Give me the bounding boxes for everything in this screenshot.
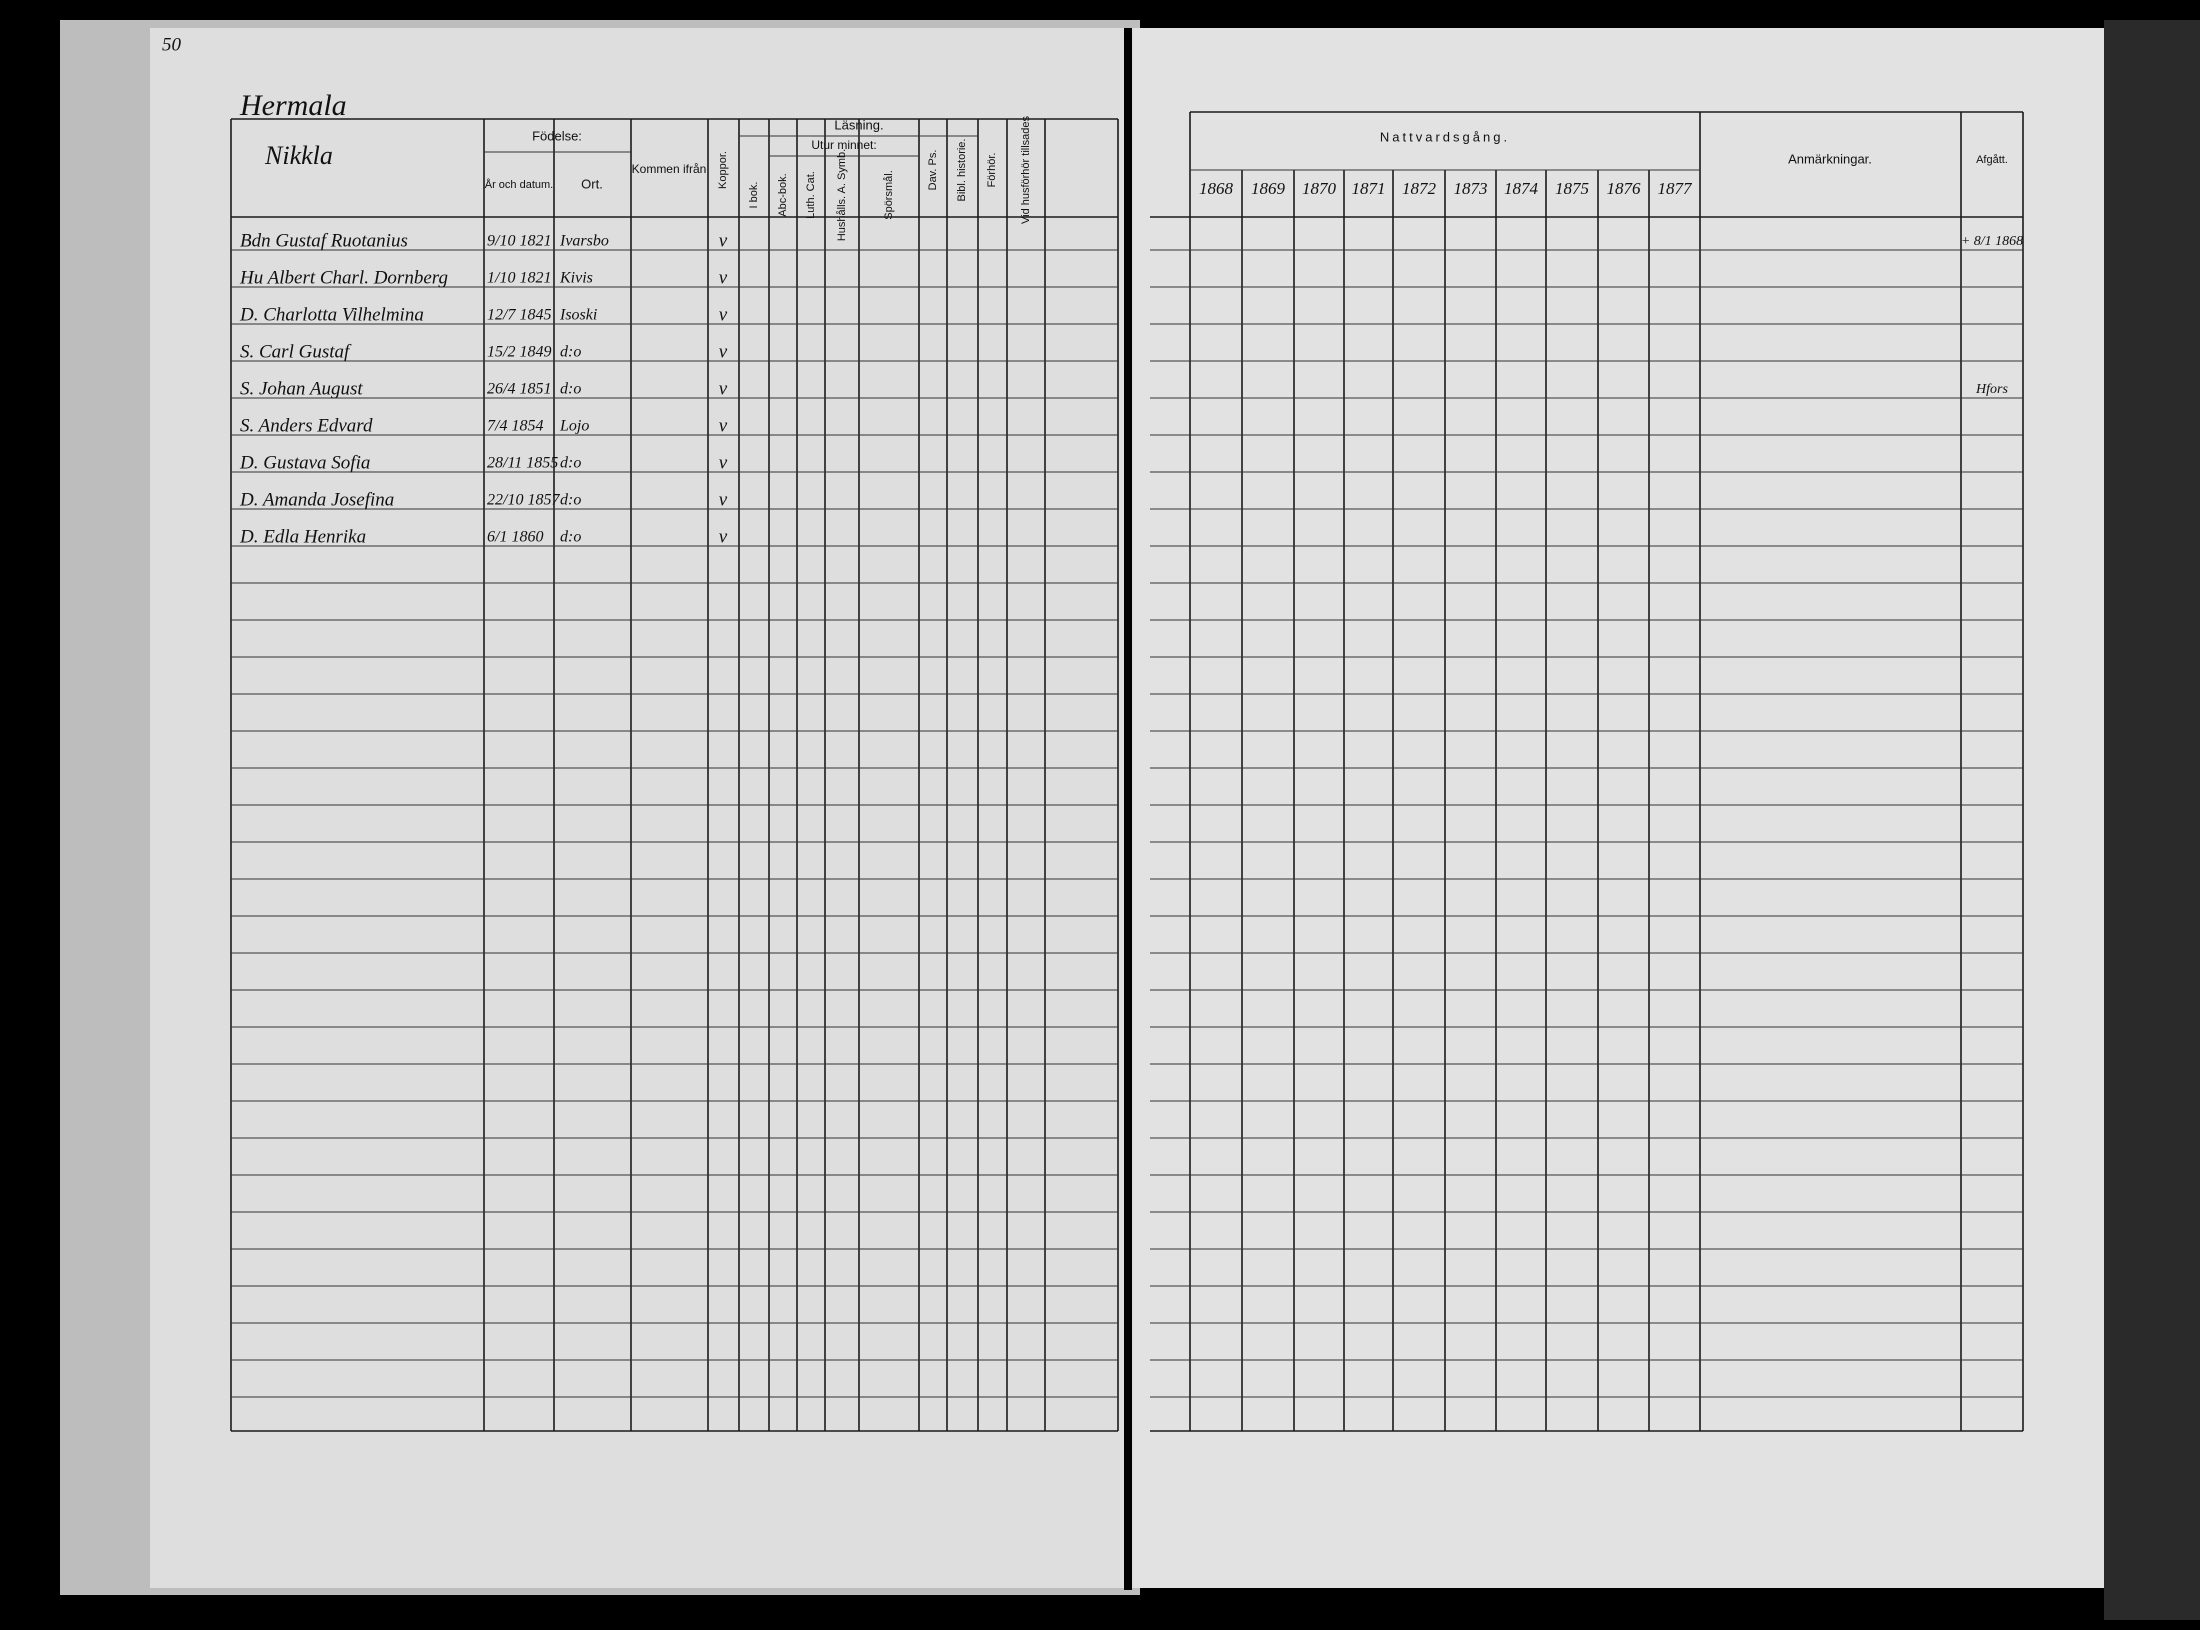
person-name: S. Carl Gustaf xyxy=(240,341,352,362)
header: År och datum. xyxy=(485,178,553,191)
subtitle: Nikkla xyxy=(264,141,333,170)
header: Vid husförhör tillsades xyxy=(1020,115,1032,224)
birth-place: d:o xyxy=(560,529,581,546)
header: Luth. Cat. xyxy=(805,171,817,219)
header: Kommen ifrån xyxy=(632,162,707,176)
year-header: 1873 xyxy=(1454,179,1488,198)
header: Bibl. historie. xyxy=(956,139,968,202)
smallpox: v xyxy=(719,341,728,362)
year-header: 1869 xyxy=(1251,179,1286,198)
year-header: 1872 xyxy=(1402,179,1437,198)
year-header: 1871 xyxy=(1352,179,1386,198)
year-header: 1877 xyxy=(1658,179,1694,198)
smallpox: v xyxy=(719,415,728,436)
birth-date: 9/10 1821 xyxy=(487,233,551,250)
person-name: D. Amanda Josefina xyxy=(239,489,394,510)
smallpox: v xyxy=(719,489,728,510)
birth-date: 7/4 1854 xyxy=(487,418,543,435)
smallpox: v xyxy=(719,230,728,251)
year-header: 1874 xyxy=(1504,179,1539,198)
person-name: S. Anders Edvard xyxy=(240,415,373,436)
birth-place: d:o xyxy=(560,344,581,361)
header: Födelse: xyxy=(532,128,582,143)
birth-place: Ivarsbo xyxy=(559,233,609,250)
header: Anmärkningar. xyxy=(1788,151,1872,166)
smallpox: v xyxy=(719,304,728,325)
departed: + 8/1 1868 xyxy=(1961,234,2023,249)
person-name: D. Edla Henrika xyxy=(239,526,366,547)
header: Dav. Ps. xyxy=(927,150,939,191)
person-name: Bdn Gustaf Ruotanius xyxy=(240,230,408,251)
farm-name: Hermala xyxy=(239,89,347,122)
header: Utur minnet: xyxy=(811,138,876,152)
header: Nattvardsgång. xyxy=(1380,129,1510,144)
header: Afgått. xyxy=(1976,154,2008,166)
year-header: 1868 xyxy=(1199,179,1234,198)
year-header: 1876 xyxy=(1607,179,1642,198)
birth-place: d:o xyxy=(560,381,581,398)
birth-date: 12/7 1845 xyxy=(487,307,551,324)
header: I bok. xyxy=(748,182,760,209)
right-page xyxy=(1134,28,2109,1588)
birth-date: 26/4 1851 xyxy=(487,381,551,398)
smallpox: v xyxy=(719,267,728,288)
birth-date: 28/11 1855 xyxy=(487,455,558,472)
birth-date: 1/10 1821 xyxy=(487,270,551,287)
departed: Hfors xyxy=(1975,382,2008,397)
year-header: 1870 xyxy=(1302,179,1337,198)
header: Spörsmål. xyxy=(883,170,895,220)
birth-place: d:o xyxy=(560,455,581,472)
year-header: 1875 xyxy=(1555,179,1589,198)
person-name: Hu Albert Charl. Dornberg xyxy=(239,267,448,288)
header: Koppor. xyxy=(717,151,729,189)
header: Ort. xyxy=(581,176,603,191)
page-number: 50 xyxy=(162,34,182,55)
smallpox: v xyxy=(719,378,728,399)
header: Hushålls. A. Symb. xyxy=(836,149,848,241)
birth-place: Kivis xyxy=(559,270,593,287)
birth-place: Lojo xyxy=(559,418,589,435)
person-name: D. Charlotta Vilhelmina xyxy=(239,304,424,325)
right-page-edge xyxy=(2104,20,2200,1620)
birth-date: 15/2 1849 xyxy=(487,344,551,361)
birth-date: 6/1 1860 xyxy=(487,529,543,546)
header: Förhör. xyxy=(986,153,998,188)
left-page xyxy=(150,28,1135,1588)
header: Abc-bok. xyxy=(777,173,789,216)
person-name: D. Gustava Sofia xyxy=(239,452,370,473)
birth-place: Isoski xyxy=(559,307,597,324)
smallpox: v xyxy=(719,526,728,547)
birth-place: d:o xyxy=(560,492,581,509)
smallpox: v xyxy=(719,452,728,473)
birth-date: 22/10 1857 xyxy=(487,492,560,509)
person-name: S. Johan August xyxy=(240,378,363,399)
